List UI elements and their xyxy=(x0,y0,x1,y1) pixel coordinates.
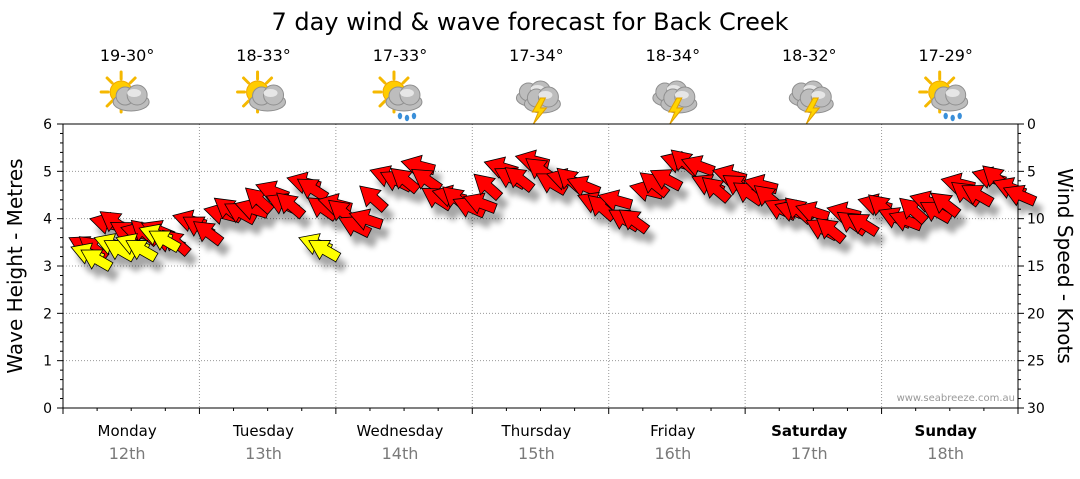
left-tick-label: 0 xyxy=(43,401,52,417)
right-axis: 30 25 20 15 10 5 0 xyxy=(1018,117,1045,417)
light-wind-arrow xyxy=(125,240,159,263)
wind-arrow xyxy=(930,192,962,219)
left-axis: 0 1 2 3 4 5 6 xyxy=(43,117,63,417)
temp-range: 17-34° xyxy=(509,46,564,65)
sun-showers-icon xyxy=(372,70,423,122)
day-name: Tuesday xyxy=(232,422,294,440)
temp-range: 19-30° xyxy=(100,46,155,65)
day-column: 18-32° Saturday 17th xyxy=(771,46,848,463)
chart-title: 7 day wind & wave forecast for Back Cree… xyxy=(271,8,788,36)
thunderstorm-icon xyxy=(788,80,834,125)
day-name: Wednesday xyxy=(357,422,444,440)
left-tick-label: 4 xyxy=(43,212,52,228)
day-name: Friday xyxy=(650,422,696,440)
light-wind-arrow xyxy=(308,240,342,263)
temp-range: 17-29° xyxy=(918,46,973,65)
day-column: 18-34° Friday 16th xyxy=(646,46,701,463)
right-tick-label: 10 xyxy=(1027,212,1045,228)
sun-showers-icon xyxy=(918,70,969,122)
light-wind-arrow xyxy=(148,230,182,253)
left-tick-label: 5 xyxy=(43,164,52,180)
wind-arrow xyxy=(348,208,384,231)
day-column: 17-34° Thursday 15th xyxy=(501,46,572,463)
temp-range: 18-33° xyxy=(236,46,291,65)
wind-arrow xyxy=(1002,184,1038,207)
left-tick-label: 1 xyxy=(43,354,52,370)
right-tick-label: 20 xyxy=(1027,306,1045,322)
wind-arrow xyxy=(192,221,225,247)
right-tick-label: 25 xyxy=(1027,354,1045,370)
temp-range: 17-33° xyxy=(373,46,428,65)
day-column: 19-30° Monday 12th xyxy=(98,46,157,463)
wind-arrows xyxy=(68,149,1038,272)
partly-cloudy-icon xyxy=(236,70,287,114)
day-date: 13th xyxy=(245,444,282,463)
x-axis xyxy=(62,408,1019,414)
day-column: 18-33° Tuesday 13th xyxy=(232,46,294,463)
wind-arrow xyxy=(649,169,684,192)
thunderstorm-icon xyxy=(652,80,698,125)
day-column: 17-29° Sunday 18th xyxy=(915,46,978,463)
light-wind-arrow xyxy=(80,249,114,272)
watermark: www.seabreeze.com.au xyxy=(897,393,1015,404)
temp-range: 18-34° xyxy=(646,46,701,65)
day-date: 18th xyxy=(927,444,964,463)
day-weather-header: 19-30° Monday 12th 18-33° Tuesday 13th 17-33° W… xyxy=(98,46,978,463)
day-name: Sunday xyxy=(915,422,978,440)
temp-range: 18-32° xyxy=(782,46,837,65)
right-tick-label: 0 xyxy=(1027,117,1036,133)
right-tick-label: 5 xyxy=(1027,164,1036,180)
day-name: Monday xyxy=(98,422,157,440)
wind-arrow xyxy=(961,185,995,208)
wind-arrow xyxy=(462,192,498,215)
right-tick-label: 30 xyxy=(1027,401,1045,417)
day-date: 17th xyxy=(791,444,828,463)
wind-arrow xyxy=(473,173,504,202)
day-date: 14th xyxy=(382,444,419,463)
wind-arrow xyxy=(390,167,421,195)
left-tick-label: 2 xyxy=(43,306,52,322)
left-tick-label: 6 xyxy=(43,117,52,133)
wind-arrow xyxy=(701,177,733,204)
day-column: 17-33° Wednesday 14th xyxy=(357,46,444,463)
day-date: 16th xyxy=(654,444,691,463)
wind-arrow xyxy=(276,192,307,220)
day-date: 12th xyxy=(109,444,146,463)
day-name: Saturday xyxy=(771,422,848,440)
right-tick-label: 15 xyxy=(1027,259,1045,275)
wind-arrow xyxy=(618,209,651,235)
day-name: Thursday xyxy=(501,422,572,440)
wind-arrow xyxy=(504,167,536,193)
wind-arrow xyxy=(847,213,880,237)
wind-arrow xyxy=(359,185,389,213)
left-axis-label: Wave Height - Metres xyxy=(3,158,27,373)
thunderstorm-icon xyxy=(515,80,561,125)
wind-arrow xyxy=(816,217,847,245)
right-axis-label: Wind Speed - Knots xyxy=(1053,168,1077,364)
left-tick-label: 3 xyxy=(43,259,52,275)
partly-cloudy-icon xyxy=(99,70,150,114)
day-date: 15th xyxy=(518,444,555,463)
